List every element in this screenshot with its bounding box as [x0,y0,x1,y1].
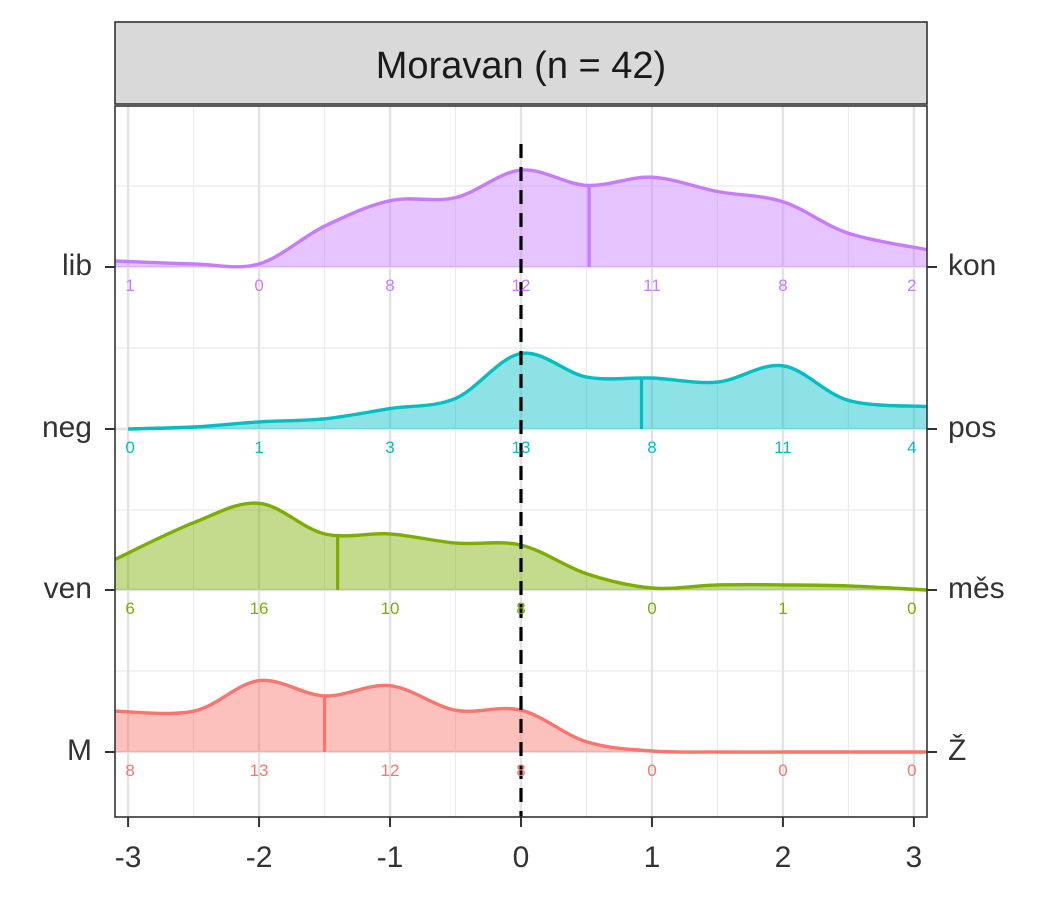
count-label: 11 [643,276,661,295]
count-label: 8 [647,438,656,457]
ridge-area-neg [128,353,928,429]
count-label: 16 [250,599,269,618]
count-label: 3 [385,438,394,457]
y-label-left-lib: lib [62,249,92,282]
chart-title: Moravan (n = 42) [376,45,666,87]
count-label: 10 [381,599,400,618]
count-label: 0 [778,761,787,780]
y-label-left-neg: neg [42,411,92,444]
x-tick-label: -3 [115,841,142,874]
count-label: 12 [381,761,400,780]
x-tick-label: 0 [513,841,530,874]
count-label: 8 [516,599,525,618]
ridge-line-M [114,678,927,754]
count-label: 11 [774,438,792,457]
count-label: 0 [254,276,263,295]
count-label: 0 [907,761,916,780]
ridge-area-M [115,680,927,753]
count-label: 13 [250,761,269,780]
count-label: 2 [907,276,916,295]
count-label: 0 [125,438,134,457]
y-label-left-M: M [67,734,92,767]
x-tick-label: 3 [906,841,923,874]
count-labels: 1 0 8 12 11 8 20 1 3 13 8 11 46 16 10 8 0 1 08 13 12 8 0 0 0 [125,276,916,780]
strip-background [114,21,928,105]
count-label: 8 [778,276,787,295]
count-label: 13 [512,438,531,457]
count-label: 8 [125,761,134,780]
x-tick-label: -2 [246,841,273,874]
x-tick-label: 1 [644,841,661,874]
count-label: 1 [125,276,134,295]
y-label-left-ven: ven [44,572,92,605]
count-label: 0 [907,599,916,618]
y-label-right-kon: kon [948,249,996,282]
y-label-right-měs: měs [948,572,1005,605]
count-label: 1 [254,438,263,457]
y-label-right-pos: pos [948,411,996,444]
count-label: 12 [512,276,531,295]
count-label: 8 [516,761,525,780]
count-label: 6 [125,599,134,618]
count-label: 8 [385,276,394,295]
x-tick-label: 2 [775,841,792,874]
count-label: 0 [647,599,656,618]
x-tick-label: -1 [377,841,404,874]
count-label: 1 [778,599,787,618]
y-label-right-Ž: Ž [948,734,966,767]
count-label: 4 [907,438,916,457]
count-label: 0 [647,761,656,780]
